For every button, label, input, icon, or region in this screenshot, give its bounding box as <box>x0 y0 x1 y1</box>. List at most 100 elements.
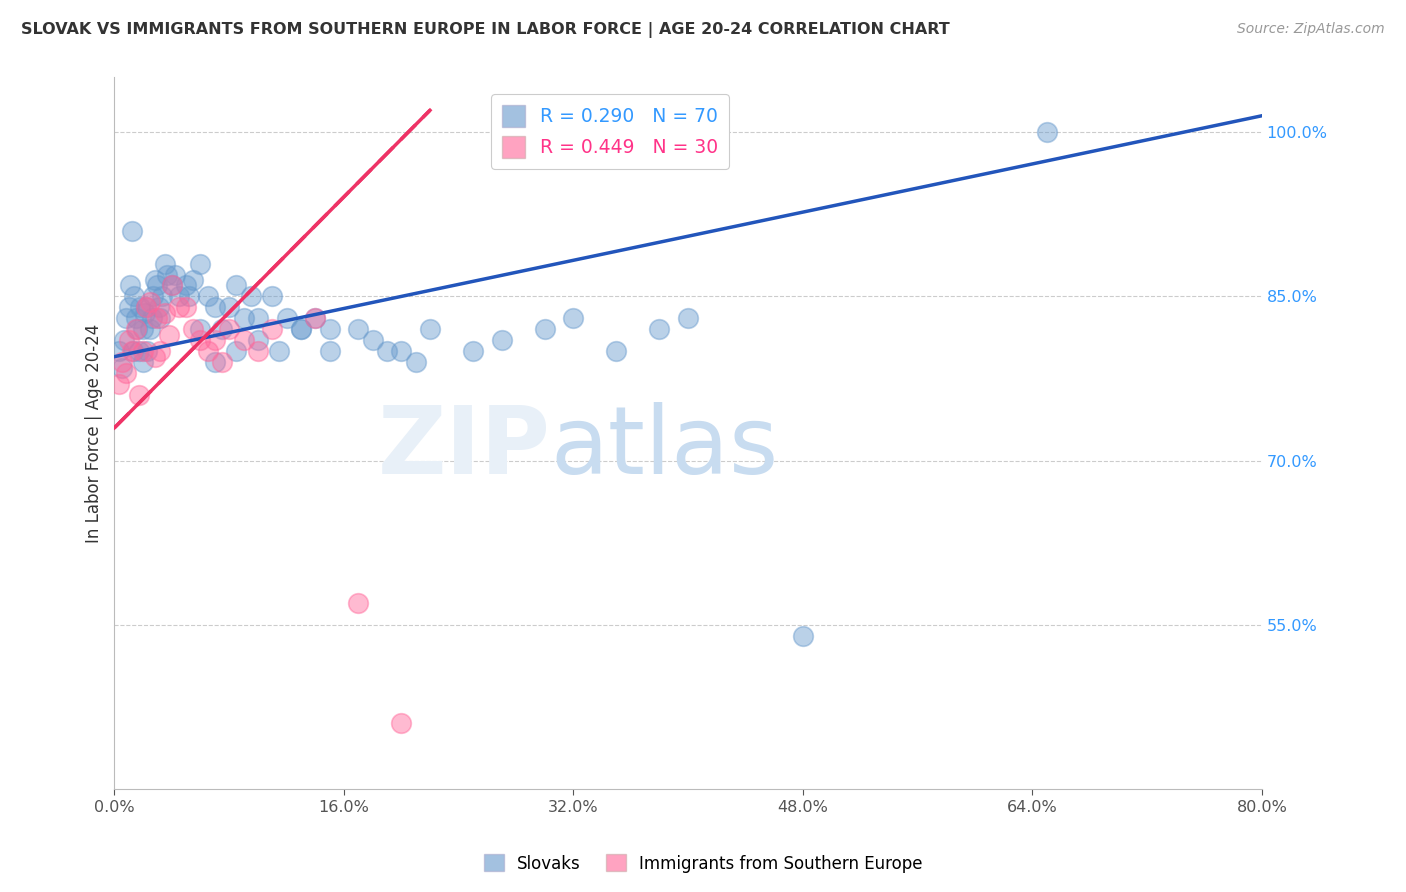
Point <box>211 355 233 369</box>
Point <box>146 311 169 326</box>
Point <box>110 360 132 375</box>
Point <box>318 344 340 359</box>
Point <box>461 344 484 359</box>
Point <box>107 377 129 392</box>
Point <box>125 311 148 326</box>
Point <box>110 355 132 369</box>
Point <box>304 311 326 326</box>
Point <box>148 301 170 315</box>
Point <box>246 333 269 347</box>
Point <box>118 333 141 347</box>
Text: atlas: atlas <box>550 401 779 493</box>
Point <box>153 256 176 270</box>
Point <box>118 301 141 315</box>
Point <box>389 716 412 731</box>
Point <box>146 278 169 293</box>
Point <box>124 289 146 303</box>
Point <box>197 344 219 359</box>
Point <box>347 596 370 610</box>
Point <box>389 344 412 359</box>
Point <box>160 278 183 293</box>
Point <box>120 278 142 293</box>
Point <box>132 322 155 336</box>
Point <box>562 311 585 326</box>
Point <box>347 322 370 336</box>
Point <box>225 278 247 293</box>
Point <box>605 344 627 359</box>
Point <box>491 333 513 347</box>
Point <box>129 301 152 315</box>
Point <box>276 311 298 326</box>
Point <box>132 344 155 359</box>
Point <box>115 366 138 380</box>
Point <box>163 268 186 282</box>
Point <box>149 344 172 359</box>
Point <box>127 322 149 336</box>
Point <box>181 273 204 287</box>
Text: Source: ZipAtlas.com: Source: ZipAtlas.com <box>1237 22 1385 37</box>
Point <box>181 322 204 336</box>
Point <box>136 344 159 359</box>
Point <box>149 311 172 326</box>
Point <box>225 344 247 359</box>
Point <box>177 289 200 303</box>
Point <box>318 322 340 336</box>
Point <box>174 278 197 293</box>
Point <box>218 322 240 336</box>
Point <box>204 355 226 369</box>
Point <box>143 273 166 287</box>
Point <box>533 322 555 336</box>
Legend: R = 0.290   N = 70, R = 0.449   N = 30: R = 0.290 N = 70, R = 0.449 N = 30 <box>491 94 730 169</box>
Point <box>128 344 150 359</box>
Point <box>160 278 183 293</box>
Point <box>134 306 156 320</box>
Point <box>269 344 291 359</box>
Point <box>142 289 165 303</box>
Point <box>128 388 150 402</box>
Point <box>167 301 190 315</box>
Point <box>304 311 326 326</box>
Point <box>262 322 284 336</box>
Point <box>139 294 162 309</box>
Point <box>122 344 145 359</box>
Legend: Slovaks, Immigrants from Southern Europe: Slovaks, Immigrants from Southern Europe <box>477 847 929 880</box>
Point <box>246 344 269 359</box>
Point <box>141 311 163 326</box>
Point <box>232 333 254 347</box>
Point <box>246 311 269 326</box>
Point <box>218 301 240 315</box>
Point <box>211 322 233 336</box>
Point <box>419 322 441 336</box>
Point <box>121 224 143 238</box>
Point <box>792 629 814 643</box>
Point <box>153 306 176 320</box>
Point <box>132 355 155 369</box>
Y-axis label: In Labor Force | Age 20-24: In Labor Force | Age 20-24 <box>86 324 103 543</box>
Point <box>150 289 173 303</box>
Point <box>676 311 699 326</box>
Point <box>232 311 254 326</box>
Point <box>361 333 384 347</box>
Text: SLOVAK VS IMMIGRANTS FROM SOUTHERN EUROPE IN LABOR FORCE | AGE 20-24 CORRELATION: SLOVAK VS IMMIGRANTS FROM SOUTHERN EUROP… <box>21 22 950 38</box>
Point <box>135 301 157 315</box>
Point <box>190 256 212 270</box>
Point <box>139 322 162 336</box>
Point <box>143 350 166 364</box>
Point <box>157 327 180 342</box>
Point <box>114 333 136 347</box>
Point <box>375 344 398 359</box>
Point <box>190 333 212 347</box>
Point <box>290 322 312 336</box>
Point <box>135 301 157 315</box>
Point <box>107 344 129 359</box>
Point <box>125 322 148 336</box>
Point <box>405 355 427 369</box>
Point <box>290 322 312 336</box>
Point <box>648 322 671 336</box>
Text: ZIP: ZIP <box>378 401 550 493</box>
Point <box>190 322 212 336</box>
Point <box>239 289 262 303</box>
Point <box>121 344 143 359</box>
Point <box>197 289 219 303</box>
Point <box>204 301 226 315</box>
